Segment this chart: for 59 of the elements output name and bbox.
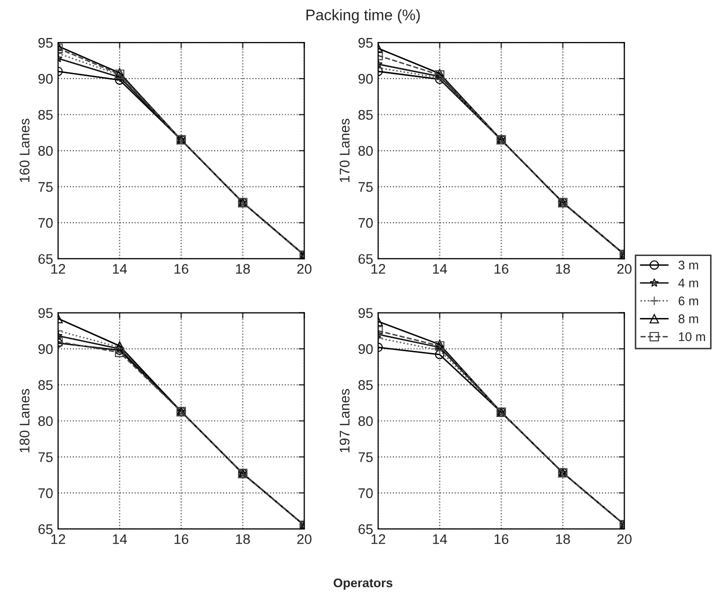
legend-label: 3 m [678,260,698,270]
y-axis-title: 170 Lanes [340,118,350,182]
y-tick-label: 80 [38,416,53,426]
x-tick-label: 12 [51,534,66,544]
x-tick-label: 18 [236,534,250,544]
y-tick-label: 90 [38,344,53,354]
x-tick-label: 14 [433,534,448,544]
x-tick-label: 20 [617,534,632,544]
x-tick-label: 12 [371,264,386,274]
y-tick-label: 95 [358,308,373,318]
y-tick-label: 70 [358,218,373,228]
y-tick-label: 85 [38,380,53,390]
x-tick-label: 14 [112,534,127,544]
x-tick-label: 16 [494,264,508,274]
legend-label: 4 m [678,278,698,288]
x-tick-label: 14 [433,264,448,274]
x-tick-label: 12 [51,264,66,274]
y-tick-label: 90 [38,74,53,84]
x-tick-label: 18 [236,264,250,274]
legend-label: 6 m [678,296,698,306]
y-tick-label: 80 [358,146,373,156]
y-axis-title: 180 Lanes [20,388,30,452]
x-tick-label: 20 [297,264,312,274]
y-tick-label: 90 [358,344,373,354]
y-tick-label: 80 [358,416,373,426]
y-tick-label: 70 [38,488,53,498]
x-tick-label: 12 [371,534,386,544]
y-tick-label: 85 [358,380,373,390]
y-tick-label: 65 [358,254,373,264]
legend-label: 10 m [678,332,705,342]
y-axis-title: 197 Lanes [340,388,350,452]
y-tick-label: 95 [358,38,373,48]
y-tick-label: 80 [38,146,53,156]
legend-label: 8 m [678,314,698,324]
x-tick-label: 16 [494,534,508,544]
text: Packing time (%) [306,9,420,24]
x-tick-label: 14 [112,264,127,274]
y-tick-label: 90 [358,74,373,84]
x-tick-label: 18 [556,534,570,544]
y-tick-label: 65 [38,524,53,534]
y-tick-label: 95 [38,308,53,318]
y-tick-label: 95 [38,38,53,48]
y-tick-label: 85 [38,110,53,120]
y-axis-title: 160 Lanes [20,118,30,182]
y-tick-label: 65 [38,254,53,264]
y-tick-label: 85 [358,110,373,120]
y-tick-label: 75 [358,182,373,192]
y-tick-label: 70 [358,488,373,498]
y-tick-label: 65 [358,524,373,534]
y-tick-label: 75 [38,452,53,462]
x-tick-label: 16 [174,534,188,544]
x-tick-label: 20 [617,264,632,274]
x-tick-label: 20 [297,534,312,544]
y-tick-label: 70 [38,218,53,228]
x-axis-title: Operators [334,578,392,590]
y-tick-label: 75 [358,452,373,462]
x-tick-label: 18 [556,264,570,274]
y-tick-label: 75 [38,182,53,192]
x-tick-label: 16 [174,264,188,274]
